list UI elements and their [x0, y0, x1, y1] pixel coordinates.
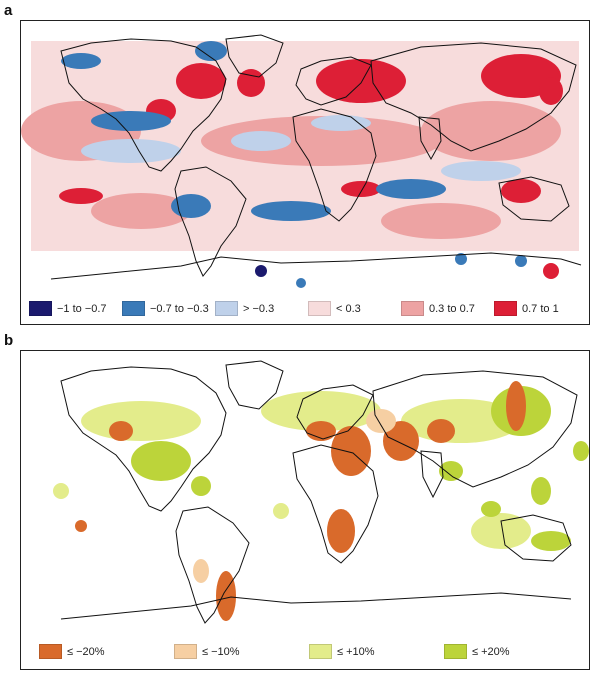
legend-a-item: −1 to −0.7 — [29, 301, 122, 316]
field-blob — [506, 381, 526, 431]
legend-label: 0.7 to 1 — [522, 302, 559, 315]
panel-b-change-map: ≤ −20% ≤ −10% ≤ +10% ≤ +20% — [20, 350, 590, 670]
legend-swatch — [308, 301, 331, 316]
map-b-data-fills — [53, 381, 589, 621]
field-blob — [81, 401, 201, 441]
field-blob — [539, 77, 563, 105]
field-blob — [251, 201, 331, 221]
field-blob — [327, 509, 355, 553]
map-a-coastlines — [50, 34, 582, 280]
field-blob — [331, 426, 371, 476]
legend-label: 0.3 to 0.7 — [429, 302, 475, 315]
field-blob — [59, 188, 103, 204]
legend-b: ≤ −20% ≤ −10% ≤ +10% ≤ +20% — [21, 644, 589, 659]
field-blob — [61, 53, 101, 69]
field-blob — [193, 559, 209, 583]
field-blob — [176, 63, 226, 99]
field-blob — [376, 179, 446, 199]
field-blob — [316, 59, 406, 103]
legend-label: ≤ +20% — [472, 645, 510, 658]
field-blob — [573, 441, 589, 461]
field-blob — [131, 441, 191, 481]
legend-swatch — [29, 301, 52, 316]
legend-swatch — [444, 644, 467, 659]
panel-b-label: b — [4, 332, 14, 349]
legend-swatch — [494, 301, 517, 316]
legend-label: < 0.3 — [336, 302, 361, 315]
panel-a-correlation-map: −1 to −0.7 −0.7 to −0.3 > −0.3 < 0.3 0.3… — [20, 20, 590, 325]
legend-label: > −0.3 — [243, 302, 275, 315]
map-a — [21, 34, 582, 288]
field-blob — [471, 513, 531, 549]
legend-a-item: 0.7 to 1 — [494, 301, 587, 316]
field-blob — [75, 520, 87, 532]
legend-a: −1 to −0.7 −0.7 to −0.3 > −0.3 < 0.3 0.3… — [21, 301, 589, 316]
field-blob — [455, 253, 467, 265]
field-blob — [543, 263, 559, 279]
field-blob — [427, 419, 455, 443]
field-blob — [81, 139, 181, 163]
field-blob — [195, 41, 227, 61]
field-blob — [383, 421, 419, 461]
field-blob — [171, 194, 211, 218]
legend-label: ≤ +10% — [337, 645, 375, 658]
field-blob — [255, 265, 267, 277]
field-blob — [341, 181, 381, 197]
legend-a-item: < 0.3 — [308, 301, 401, 316]
map-a-data-fills — [21, 41, 579, 288]
field-blob — [481, 501, 501, 517]
legend-swatch — [215, 301, 238, 316]
legend-swatch — [174, 644, 197, 659]
field-blob — [261, 391, 381, 431]
legend-b-item: ≤ +20% — [444, 644, 579, 659]
field-blob — [421, 101, 561, 161]
legend-swatch — [39, 644, 62, 659]
legend-label: ≤ −10% — [202, 645, 240, 658]
field-blob — [531, 531, 571, 551]
field-blob — [306, 421, 336, 441]
field-blob — [439, 461, 463, 481]
field-blob — [191, 476, 211, 496]
field-blob — [237, 69, 265, 97]
legend-label: ≤ −20% — [67, 645, 105, 658]
field-blob — [231, 131, 291, 151]
field-blob — [273, 503, 289, 519]
field-blob — [515, 255, 527, 267]
legend-swatch — [122, 301, 145, 316]
field-blob — [201, 116, 441, 166]
map-b — [53, 360, 589, 624]
field-blob — [531, 477, 551, 505]
field-blob — [109, 421, 133, 441]
field-blob — [91, 193, 191, 229]
field-blob — [311, 115, 371, 131]
field-blob — [91, 111, 171, 131]
field-blob — [53, 483, 69, 499]
field-blob — [441, 161, 521, 181]
legend-swatch — [309, 644, 332, 659]
legend-a-item: > −0.3 — [215, 301, 308, 316]
field-blob — [296, 278, 306, 288]
field-blob — [366, 409, 396, 433]
legend-label: −0.7 to −0.3 — [150, 302, 209, 315]
map-b-coastlines — [60, 360, 578, 624]
panel-a-label: a — [4, 2, 13, 19]
field-blob — [216, 571, 236, 621]
legend-b-item: ≤ +10% — [309, 644, 444, 659]
legend-a-item: 0.3 to 0.7 — [401, 301, 494, 316]
field-blob — [381, 203, 501, 239]
legend-label: −1 to −0.7 — [57, 302, 107, 315]
legend-a-item: −0.7 to −0.3 — [122, 301, 215, 316]
legend-b-item: ≤ −20% — [39, 644, 174, 659]
legend-b-item: ≤ −10% — [174, 644, 309, 659]
legend-swatch — [401, 301, 424, 316]
field-blob — [501, 179, 541, 203]
